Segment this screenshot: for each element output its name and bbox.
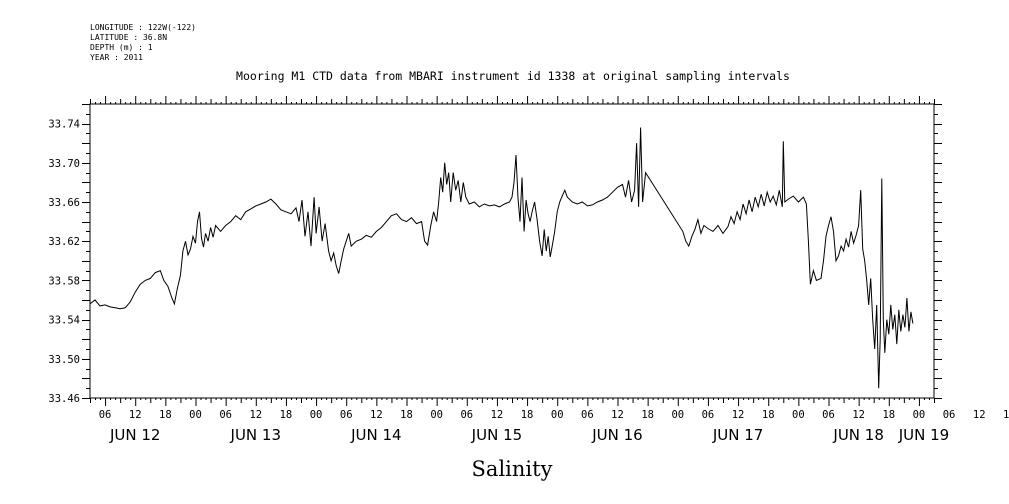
metadata-block: LONGITUDE : 122W(-122) LATITUDE : 36.8N … (90, 23, 196, 62)
y-tick-label: 33.74 (48, 119, 80, 131)
axis-ticks (82, 96, 942, 406)
day-label: JUN 17 (712, 426, 763, 444)
chart-title: Mooring M1 CTD data from MBARI instrumen… (236, 69, 790, 83)
x-tick-label: 18 (762, 409, 775, 421)
salinity-series-line (89, 127, 914, 389)
x-tick-label: 12 (973, 409, 986, 421)
y-tick-label: 33.62 (48, 236, 80, 248)
longitude-text: LONGITUDE : 122W(-122) (90, 23, 196, 32)
x-tick-labels: 06 12 18 00 06 12 18 00 06 12 18 00 06 12 18 00 06 12 18 00… (99, 409, 1009, 421)
day-label: JUN 15 (471, 426, 522, 444)
x-tick-label: 06 (943, 409, 956, 421)
y-tick-label: 33.58 (48, 275, 80, 287)
x-tick-label: 06 (581, 409, 594, 421)
y-tick-label: 33.54 (48, 315, 80, 327)
x-tick-label: 06 (219, 409, 232, 421)
x-tick-label: 06 (702, 409, 715, 421)
y-tick-label: 33.70 (48, 158, 80, 170)
x-tick-label: 18 (641, 409, 654, 421)
x-tick-label: 18 (882, 409, 895, 421)
day-label: JUN 19 (898, 426, 949, 444)
x-tick-label: 06 (340, 409, 353, 421)
x-tick-label: 06 (99, 409, 112, 421)
x-tick-label: 12 (611, 409, 624, 421)
x-tick-label: 18 (400, 409, 413, 421)
x-axis-label: Salinity (472, 457, 553, 481)
x-tick-label: 12 (249, 409, 262, 421)
day-label: JUN 12 (109, 426, 160, 444)
x-tick-label: 00 (551, 409, 564, 421)
y-tick-labels: 33.74 33.70 33.66 33.62 33.58 33.54 33.50 33.46 (48, 119, 80, 405)
x-tick-label: 00 (189, 409, 202, 421)
depth-text: DEPTH (m) : 1 (90, 43, 153, 52)
y-tick-label: 33.46 (48, 393, 80, 405)
x-tick-label: 00 (430, 409, 443, 421)
day-labels: JUN 12 JUN 13 JUN 14 JUN 15 JUN 16 JUN 17 JUN … (109, 426, 949, 444)
x-tick-label: 12 (732, 409, 745, 421)
day-label: JUN 16 (591, 426, 642, 444)
x-tick-label: 12 (852, 409, 865, 421)
x-tick-label: 06 (460, 409, 473, 421)
x-tick-label: 18 (1003, 409, 1009, 421)
day-label: JUN 18 (832, 426, 883, 444)
x-tick-label: 18 (280, 409, 293, 421)
x-tick-label: 18 (521, 409, 534, 421)
x-tick-label: 00 (310, 409, 323, 421)
year-text: YEAR : 2011 (90, 53, 143, 62)
x-tick-label: 12 (370, 409, 383, 421)
x-tick-label: 12 (491, 409, 504, 421)
x-tick-label: 00 (913, 409, 926, 421)
latitude-text: LATITUDE : 36.8N (90, 33, 167, 42)
y-tick-label: 33.50 (48, 354, 80, 366)
x-tick-label: 06 (822, 409, 835, 421)
x-tick-label: 00 (792, 409, 805, 421)
day-label: JUN 13 (230, 426, 281, 444)
day-label: JUN 14 (350, 426, 401, 444)
y-tick-label: 33.66 (48, 197, 80, 209)
x-tick-label: 18 (159, 409, 172, 421)
x-tick-label: 12 (129, 409, 142, 421)
x-tick-label: 00 (671, 409, 684, 421)
plot-frame (89, 103, 935, 399)
